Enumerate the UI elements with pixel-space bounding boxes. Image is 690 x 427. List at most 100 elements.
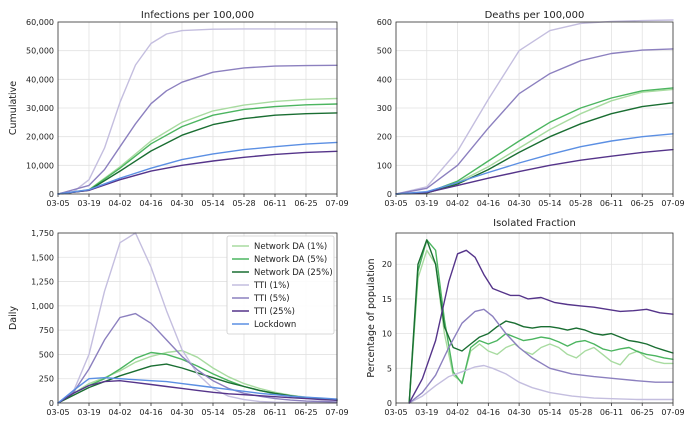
x-tick-label: 04-30 bbox=[507, 408, 530, 417]
x-tick-label: 05-28 bbox=[569, 199, 592, 208]
series-line-lockdown bbox=[395, 133, 674, 195]
series-line-tti-25 bbox=[395, 148, 674, 195]
x-tick-label: 03-19 bbox=[77, 408, 100, 417]
x-tick-label: 04-30 bbox=[170, 408, 193, 417]
x-tick-label: 06-25 bbox=[294, 199, 317, 208]
y-tick-label: 0 bbox=[387, 190, 392, 199]
y-tick-label: 5 bbox=[387, 364, 392, 373]
x-tick-label: 03-05 bbox=[46, 199, 69, 208]
y-axis-label: Percentage of population bbox=[366, 258, 377, 377]
y-tick-label: 0 bbox=[387, 399, 392, 408]
series-line-tti-1 bbox=[408, 364, 674, 404]
y-tick-label: 500 bbox=[39, 350, 54, 359]
series-line-tti-5 bbox=[395, 48, 674, 195]
x-tick-label: 05-14 bbox=[538, 408, 561, 417]
x-tick-label: 04-30 bbox=[507, 199, 530, 208]
y-tick-label: 40,000 bbox=[26, 75, 54, 84]
x-tick-label: 03-05 bbox=[46, 408, 69, 417]
legend-label: TTI (25%) bbox=[253, 307, 295, 317]
legend-label: Network DA (1%) bbox=[254, 242, 327, 252]
x-tick-label: 04-02 bbox=[446, 408, 469, 417]
y-tick-label: 30,000 bbox=[26, 104, 54, 113]
x-tick-label: 05-14 bbox=[201, 199, 224, 208]
panel-daily: 0 250 500 750 1,000 1,250 1,500 1,750 03-05 03-19… bbox=[8, 229, 349, 417]
x-tick-label: 06-25 bbox=[631, 408, 654, 417]
y-tick-label: 400 bbox=[377, 75, 392, 84]
x-tick-label: 04-16 bbox=[477, 199, 500, 208]
series-line-network-da-1 bbox=[395, 88, 674, 195]
legend-label: Network DA (5%) bbox=[254, 255, 327, 265]
chart-title: Isolated Fraction bbox=[493, 218, 576, 229]
x-tick-label: 03-19 bbox=[415, 408, 438, 417]
y-tick-label: 20,000 bbox=[26, 133, 54, 142]
x-tick-label: 03-05 bbox=[384, 199, 407, 208]
legend-label: Lockdown bbox=[254, 320, 296, 330]
series-line-network-da-25 bbox=[408, 239, 674, 404]
y-tick-label: 50,000 bbox=[26, 47, 54, 56]
x-tick-label: 05-14 bbox=[201, 408, 224, 417]
series-line-tti-5 bbox=[408, 308, 674, 404]
x-tick-label: 07-09 bbox=[325, 199, 348, 208]
series-line-tti-25 bbox=[408, 249, 674, 404]
series-line-network-da-5 bbox=[395, 87, 674, 195]
x-tick-label: 04-16 bbox=[139, 408, 162, 417]
legend-label: TTI (1%) bbox=[253, 281, 290, 291]
y-tick-label: 1,500 bbox=[31, 253, 54, 262]
x-tick-label: 03-05 bbox=[384, 408, 407, 417]
plot-frame bbox=[57, 232, 338, 404]
y-tick-label: 500 bbox=[377, 47, 392, 56]
x-tick-label: 04-16 bbox=[477, 408, 500, 417]
x-tick-label: 06-25 bbox=[631, 199, 654, 208]
series-line-network-da-5 bbox=[408, 239, 674, 404]
plot-frame bbox=[395, 232, 674, 404]
legend-box bbox=[226, 235, 335, 335]
series-line-lockdown bbox=[57, 141, 338, 195]
series-line-tti-1 bbox=[57, 232, 338, 404]
y-tick-label: 100 bbox=[377, 161, 392, 170]
y-tick-label: 0 bbox=[49, 399, 54, 408]
x-tick-label: 06-11 bbox=[263, 199, 286, 208]
x-tick-label: 04-16 bbox=[139, 199, 162, 208]
series-line-network-da-1 bbox=[57, 349, 338, 404]
plot-frame bbox=[395, 21, 674, 195]
series-line-network-da-5 bbox=[57, 103, 338, 195]
x-tick-label: 07-09 bbox=[661, 199, 684, 208]
x-tick-label: 06-11 bbox=[600, 199, 623, 208]
legend: Network DA (1%) Network DA (5%) Network DA… bbox=[226, 235, 335, 335]
x-tick-label: 05-28 bbox=[569, 408, 592, 417]
series-line-tti-1 bbox=[57, 28, 338, 195]
y-tick-label: 250 bbox=[39, 375, 54, 384]
panel-isolated: 0 5 10 15 20 03-05 03-19 04-02 04-16 04-30 05-14 05… bbox=[366, 218, 685, 417]
x-tick-label: 04-02 bbox=[108, 408, 131, 417]
x-tick-label: 05-14 bbox=[538, 199, 561, 208]
y-tick-label: 0 bbox=[49, 190, 54, 199]
y-tick-label: 750 bbox=[39, 326, 54, 335]
series-line-network-da-25 bbox=[57, 112, 338, 195]
y-axis-label: Daily bbox=[8, 306, 19, 330]
y-tick-label: 200 bbox=[377, 133, 392, 142]
x-tick-label: 06-11 bbox=[600, 408, 623, 417]
x-tick-label: 04-02 bbox=[108, 199, 131, 208]
x-tick-label: 06-11 bbox=[263, 408, 286, 417]
x-tick-label: 04-02 bbox=[446, 199, 469, 208]
x-tick-label: 04-30 bbox=[170, 199, 193, 208]
panel-infections: 0 10,000 20,000 30,000 40,000 50,000 60,000 03-… bbox=[8, 10, 349, 208]
x-tick-label: 03-19 bbox=[415, 199, 438, 208]
x-tick-label: 07-09 bbox=[325, 408, 348, 417]
y-tick-label: 10,000 bbox=[26, 161, 54, 170]
y-tick-label: 10 bbox=[382, 330, 392, 339]
chart-title: Infections per 100,000 bbox=[141, 10, 254, 21]
x-tick-label: 05-28 bbox=[232, 199, 255, 208]
x-tick-label: 06-25 bbox=[294, 408, 317, 417]
y-tick-label: 20 bbox=[382, 260, 392, 269]
chart-title: Deaths per 100,000 bbox=[485, 10, 585, 21]
series-line-tti-5 bbox=[57, 312, 338, 404]
legend-label: TTI (5%) bbox=[253, 294, 290, 304]
y-tick-label: 1,750 bbox=[31, 229, 54, 238]
x-tick-label: 05-28 bbox=[232, 408, 255, 417]
series-line-tti-5 bbox=[57, 64, 338, 195]
x-tick-label: 07-09 bbox=[661, 408, 684, 417]
y-tick-label: 300 bbox=[377, 104, 392, 113]
y-tick-label: 60,000 bbox=[26, 18, 54, 27]
